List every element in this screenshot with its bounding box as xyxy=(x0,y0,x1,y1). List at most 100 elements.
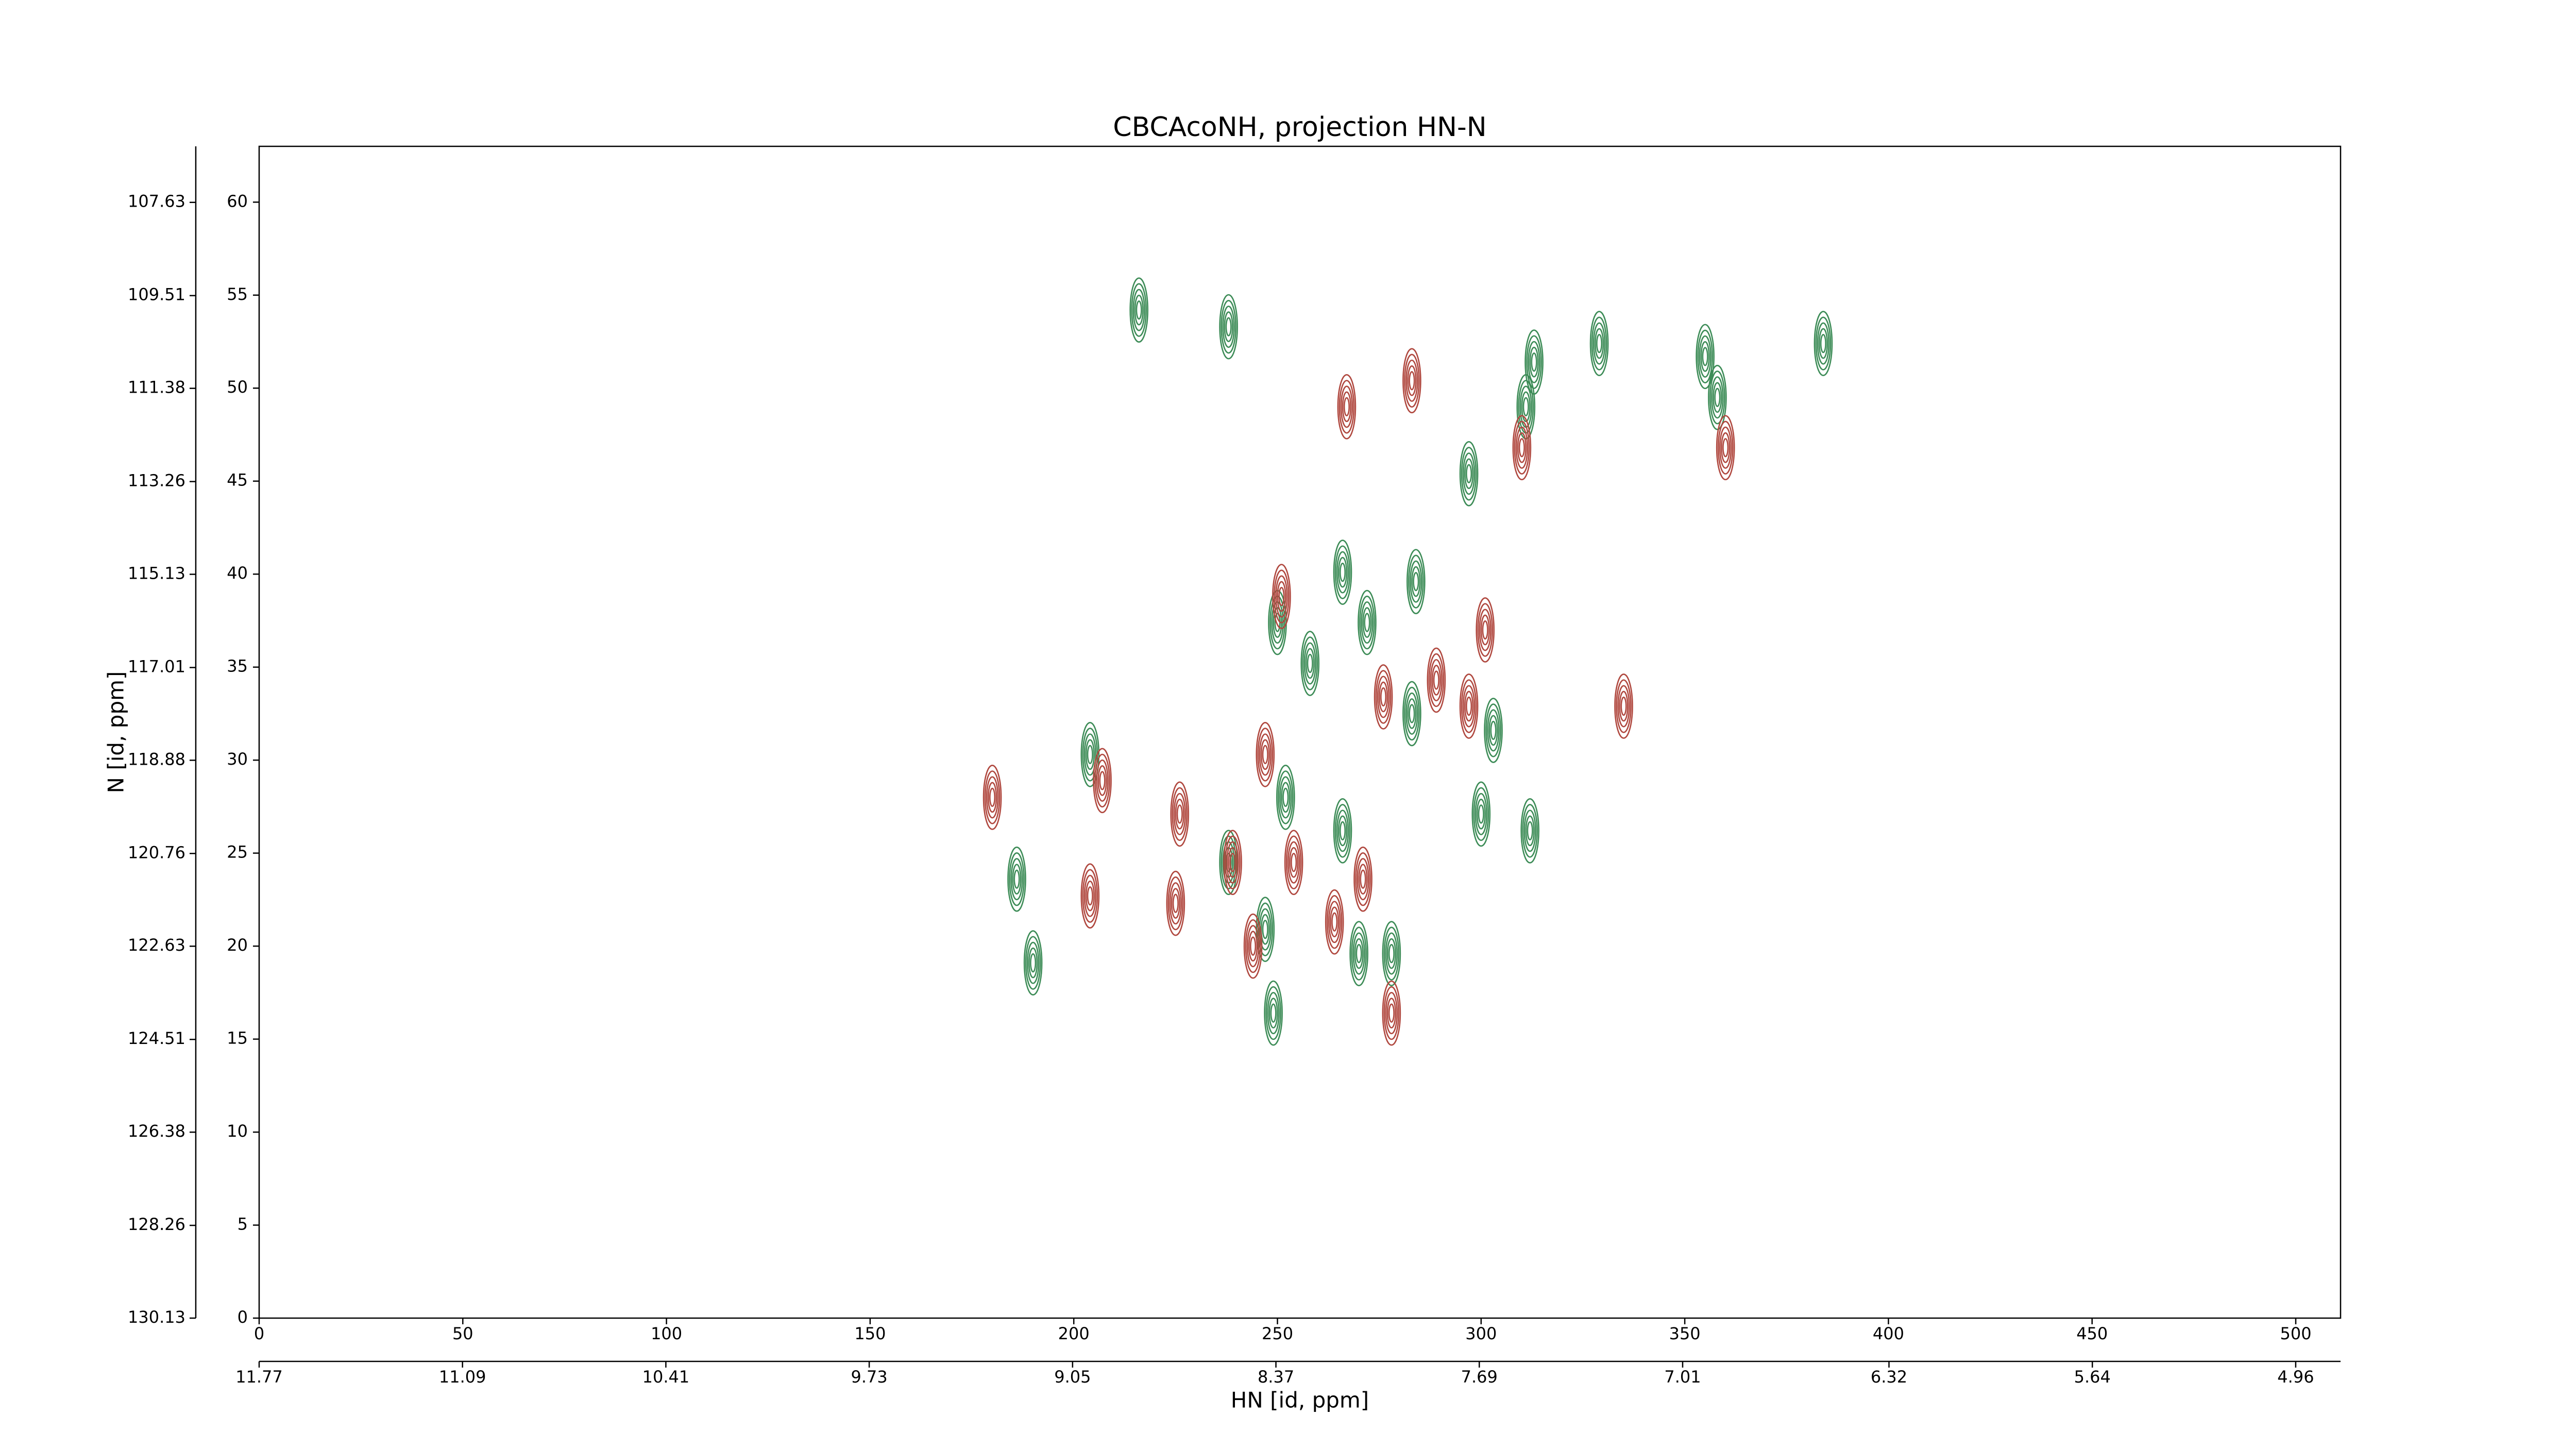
y-axis-label: N [id, ppm] xyxy=(104,671,129,794)
y-tick-label: 50 xyxy=(227,377,248,397)
contour-level xyxy=(1085,880,1095,912)
contour-level xyxy=(1716,415,1735,481)
contour-level xyxy=(1377,676,1390,718)
contour-level xyxy=(1475,793,1488,835)
contour-level xyxy=(1094,753,1110,807)
y-tick-label: 60 xyxy=(227,191,248,211)
contour-level xyxy=(982,765,1002,830)
y-tick-label: 5 xyxy=(238,1215,248,1234)
contour-level xyxy=(1431,665,1441,696)
contour-level xyxy=(1430,659,1443,701)
x-axis-label: HN [id, ppm] xyxy=(1231,1388,1369,1413)
x-tick-label: 500 xyxy=(2280,1324,2311,1343)
contour-level xyxy=(1405,692,1418,735)
y2-tick-label: 118.88 xyxy=(128,749,185,769)
contour-level xyxy=(1402,348,1421,414)
contour-level xyxy=(1342,391,1352,423)
contour-level xyxy=(1303,642,1316,685)
contour-level xyxy=(1616,679,1632,733)
peak xyxy=(1406,549,1426,614)
contour-level xyxy=(1719,426,1732,469)
peak xyxy=(1459,673,1479,739)
contour-level xyxy=(1404,686,1420,741)
contour-level xyxy=(1516,374,1536,440)
contour-level xyxy=(1410,560,1422,603)
contour-level xyxy=(1461,447,1477,501)
contour-level xyxy=(1248,931,1258,962)
contour-level xyxy=(1336,551,1349,594)
contour-level xyxy=(1700,341,1710,372)
x2-tick-label: 7.69 xyxy=(1461,1367,1498,1387)
contour-level xyxy=(1589,311,1609,376)
contour-level xyxy=(1246,925,1260,968)
contour-level xyxy=(1408,554,1424,609)
x2-tick-label: 6.32 xyxy=(1871,1367,1907,1387)
peak xyxy=(1325,889,1344,955)
contour-level xyxy=(1402,681,1421,747)
contour-level xyxy=(1262,919,1268,939)
y2-tick-label: 120.76 xyxy=(128,843,185,862)
contour-level xyxy=(1378,681,1388,713)
contour-level xyxy=(1477,603,1493,657)
contour-level xyxy=(1333,540,1352,605)
contour-level xyxy=(1172,787,1188,841)
peak xyxy=(1614,673,1633,739)
contour-level xyxy=(1302,636,1318,690)
contour-level xyxy=(1485,703,1501,757)
contour-level xyxy=(1224,311,1233,342)
contour-level xyxy=(1328,901,1341,943)
contour-level xyxy=(1276,765,1295,830)
contour-level xyxy=(1596,333,1603,353)
contour-level xyxy=(1411,566,1421,597)
y-tick-label: 55 xyxy=(227,284,248,304)
contour-level xyxy=(1333,798,1352,864)
contour-level xyxy=(1357,858,1369,901)
x2-tick-label: 8.37 xyxy=(1258,1367,1294,1387)
contour-level xyxy=(1591,316,1607,370)
contour-level xyxy=(1364,613,1370,632)
contour-level xyxy=(1353,846,1372,912)
contour-level xyxy=(1478,804,1484,824)
contour-level xyxy=(1260,739,1270,770)
contour-level xyxy=(1487,709,1500,752)
peak xyxy=(1333,540,1352,605)
contour-level xyxy=(1617,685,1630,728)
peak xyxy=(1358,589,1377,655)
contour-level xyxy=(1337,557,1348,588)
contour-level xyxy=(1331,912,1338,932)
contour-level xyxy=(1264,980,1283,1046)
peak xyxy=(1023,930,1043,996)
contour-level xyxy=(1406,549,1426,614)
contour-level xyxy=(1388,943,1395,964)
contour-level xyxy=(1697,329,1713,384)
x-tick-label: 0 xyxy=(254,1324,264,1343)
contour-level xyxy=(1300,631,1320,696)
contour-level xyxy=(1169,882,1182,925)
peak xyxy=(1337,374,1357,440)
contour-level xyxy=(1409,704,1415,723)
contour-level xyxy=(1099,771,1106,790)
contour-level xyxy=(1007,846,1026,912)
x-tick-label: 200 xyxy=(1058,1324,1090,1343)
contour-level xyxy=(1167,876,1184,931)
contour-level xyxy=(1172,894,1179,913)
contour-level xyxy=(1281,782,1291,813)
contour-level xyxy=(1386,938,1397,969)
contour-level xyxy=(1134,294,1144,326)
contour-level xyxy=(1262,745,1268,764)
y2-tick-label: 122.63 xyxy=(128,935,185,955)
x2-tick-label: 10.41 xyxy=(642,1367,690,1387)
contour-level xyxy=(1087,745,1093,764)
contour-level xyxy=(1285,835,1302,889)
contour-level xyxy=(1362,607,1372,638)
contour-level xyxy=(1025,936,1041,990)
contour-level xyxy=(1520,798,1539,864)
contour-level xyxy=(1352,932,1365,975)
peak xyxy=(1093,748,1112,814)
y-tick-label: 10 xyxy=(227,1121,248,1141)
peak xyxy=(1374,664,1393,730)
y2-tick-label: 126.38 xyxy=(128,1121,185,1141)
contour-level xyxy=(1307,653,1313,673)
contour-level xyxy=(1512,415,1532,481)
